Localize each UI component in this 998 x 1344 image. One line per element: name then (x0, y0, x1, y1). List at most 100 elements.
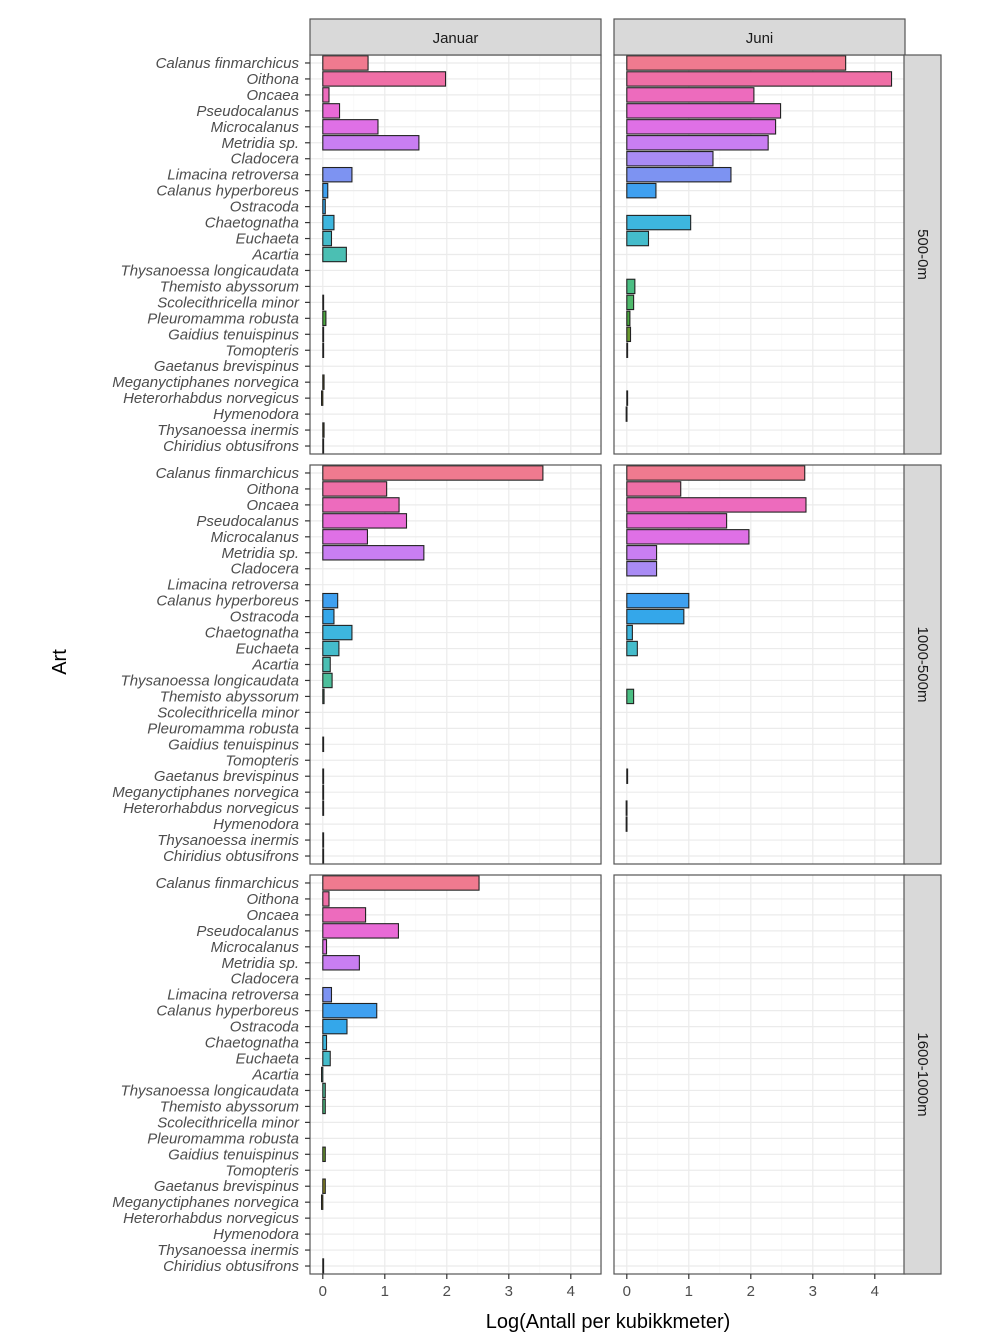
facet-panel-juni-500-0m (613, 54, 907, 455)
bar (322, 166, 353, 183)
bar (626, 214, 692, 231)
y-tick-label: Euchaeta (236, 1051, 299, 1068)
y-tick-label: Thysanoessa longicaudata (121, 1082, 299, 1099)
bar (322, 688, 325, 705)
y-tick-label: Calanus hyperboreus (156, 1003, 299, 1020)
bar (322, 1258, 325, 1274)
y-tick-label: Cladocera (231, 561, 299, 578)
facet-panels (309, 54, 907, 1275)
x-axis-juni: 0 1 2 3 4 (623, 1274, 879, 1300)
bar (626, 55, 847, 71)
bar (322, 374, 325, 390)
y-tick-label: Oncaea (246, 87, 299, 104)
bar (322, 55, 369, 71)
bar (322, 481, 388, 497)
bar (626, 71, 893, 87)
bar (322, 1146, 326, 1163)
y-tick-label: Hymenodora (213, 406, 299, 423)
y-tick-label: Cladocera (231, 151, 299, 168)
x-axis-title: Log(Antall per kubikkmeter) (486, 1311, 731, 1333)
bar (626, 87, 755, 103)
y-tick-label: Scolecithricella minor (157, 1114, 300, 1131)
bar (322, 1018, 348, 1035)
y-tick-label: Chiridius obtusifrons (163, 1258, 299, 1275)
y-tick-label: Ostracoda (230, 199, 299, 216)
x-tick-label: 0 (623, 1283, 631, 1300)
bar (626, 310, 631, 327)
bar (322, 592, 339, 609)
strip-label: Juni (746, 30, 774, 47)
bar (322, 497, 400, 513)
bar (322, 326, 325, 343)
y-tick-label: Pleuromamma robusta (147, 1130, 299, 1147)
bar (626, 326, 632, 343)
y-tick-label: Thysanoessa inermis (157, 1242, 299, 1259)
y-tick-label: Metridia sp. (221, 135, 299, 152)
bar (322, 1002, 378, 1019)
y-axis-title: Art (49, 649, 71, 675)
bar (322, 1034, 328, 1051)
x-tick-label: 1 (685, 1283, 693, 1300)
y-tick-label: Acartia (251, 1067, 299, 1084)
y-tick-label: Thysanoessa inermis (157, 832, 299, 849)
bar (322, 1098, 326, 1115)
y-tick-label: Metridia sp. (221, 955, 299, 972)
bar (322, 545, 425, 561)
y-tick-label: Tomopteris (225, 1162, 299, 1179)
y-tick-label: Cladocera (231, 971, 299, 988)
row-strips: 500-0m 1000-500m 1600-1000m (903, 54, 942, 1275)
y-tick-label: Hymenodora (213, 816, 299, 833)
bar (626, 624, 633, 641)
facet-panel-januar-500-0m (309, 54, 603, 455)
y-tick-label: Oithona (246, 891, 299, 908)
bar (322, 119, 379, 135)
y-labels-1600-1000m: Calanus finmarchicusOithonaOncaeaPseudoc… (112, 875, 310, 1275)
y-tick-label: Pseudocalanus (196, 923, 299, 940)
bar (322, 907, 367, 923)
bar (322, 465, 544, 481)
x-tick-label: 4 (871, 1283, 879, 1300)
bar (322, 832, 325, 848)
y-tick-label: Chaetognatha (205, 1035, 299, 1052)
y-tick-label: Heterorhabdus norvegicus (123, 800, 299, 817)
bar (626, 529, 750, 545)
bar (321, 390, 324, 406)
y-tick-label: Gaetanus brevispinus (154, 358, 300, 375)
bar (322, 87, 330, 103)
row-strip-500-0m: 500-0m (903, 54, 942, 455)
y-tick-label: Chaetognatha (205, 625, 299, 642)
x-axis-januar: 0 1 2 3 4 (319, 1274, 575, 1300)
y-tick-label: Acartia (251, 247, 299, 264)
y-tick-label: Chaetognatha (205, 215, 299, 232)
y-tick-label: Themisto abyssorum (160, 278, 299, 295)
bar (625, 800, 628, 816)
bar (322, 640, 340, 657)
row-strip-1600-1000m: 1600-1000m (903, 874, 942, 1275)
bar (626, 592, 690, 609)
column-strip-juni: Juni (613, 18, 906, 56)
bar (322, 310, 327, 327)
y-tick-label: Ostracoda (230, 609, 299, 626)
y-tick-label: Gaetanus brevispinus (154, 768, 300, 785)
bar (625, 406, 628, 422)
bar (626, 342, 629, 358)
y-tick-label: Calanus finmarchicus (156, 55, 300, 72)
bar (626, 278, 636, 295)
bar (322, 71, 447, 87)
y-tick-label: Euchaeta (236, 641, 299, 658)
bar (322, 1178, 326, 1194)
bar (322, 875, 480, 891)
y-tick-label: Themisto abyssorum (160, 1098, 299, 1115)
y-tick-label: Scolecithricella minor (157, 704, 300, 721)
bar (626, 545, 658, 561)
bar (322, 182, 329, 199)
y-tick-label: Calanus finmarchicus (156, 465, 300, 482)
y-tick-label: Gaidius tenuispinus (168, 326, 299, 343)
bar (322, 939, 328, 955)
y-tick-label: Meganyctiphanes norvegica (112, 1194, 299, 1211)
x-tick-label: 2 (443, 1283, 451, 1300)
x-axis: 0 1 2 3 4 0 1 2 3 4 (319, 1274, 879, 1300)
y-tick-label: Euchaeta (236, 231, 299, 248)
y-tick-label: Heterorhabdus norvegicus (123, 1210, 299, 1227)
bar (322, 848, 325, 864)
